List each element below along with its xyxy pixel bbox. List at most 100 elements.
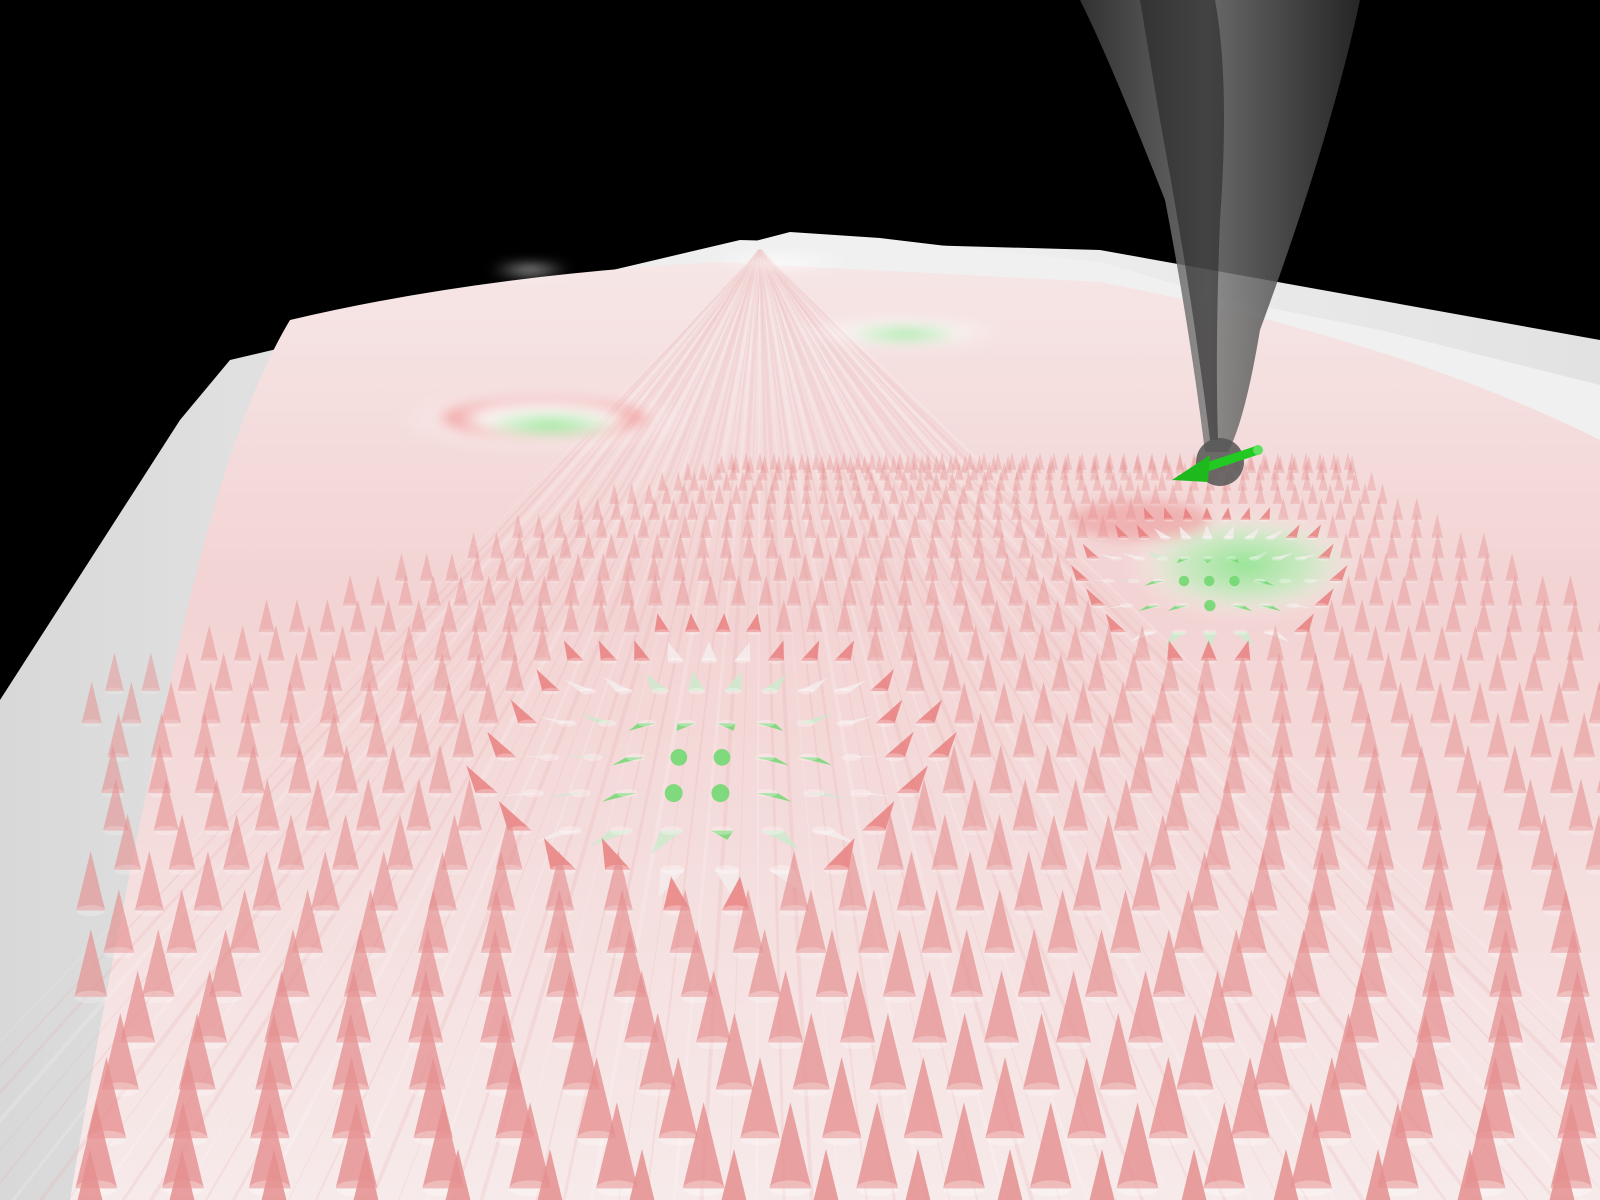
spin-cone xyxy=(980,575,996,609)
spin-cone xyxy=(601,789,638,802)
spin-cone xyxy=(1063,452,1073,472)
spin-cone xyxy=(252,850,282,917)
spin-cone xyxy=(1044,462,1054,483)
spin-cone xyxy=(788,455,798,475)
spin-cone xyxy=(673,532,687,561)
spin-cone xyxy=(193,850,223,917)
spin-cone xyxy=(896,765,928,798)
spin-cone xyxy=(800,640,820,664)
spin-cone xyxy=(1173,471,1183,493)
spin-cone xyxy=(730,575,746,609)
spin-cone xyxy=(76,850,106,917)
spin-cone xyxy=(668,497,679,522)
spin-cone xyxy=(536,575,552,609)
spin-cone xyxy=(1152,681,1173,728)
spin-cone xyxy=(323,712,345,762)
spin-cone xyxy=(1475,599,1492,636)
spin-cone xyxy=(500,625,518,664)
spin-cone xyxy=(467,625,485,664)
spin-cone xyxy=(1285,462,1295,483)
spin-cone xyxy=(909,462,919,483)
spin-cone xyxy=(536,826,582,842)
spin-cone xyxy=(742,532,756,561)
spin-cone xyxy=(932,455,941,475)
spin-cone xyxy=(867,514,879,541)
spin-cone xyxy=(698,462,708,483)
spin-cone xyxy=(996,471,1006,493)
spin-cone xyxy=(1138,603,1162,612)
spin-cone xyxy=(1124,652,1143,695)
spin-cone xyxy=(846,514,859,541)
spin-cone xyxy=(725,497,737,522)
spin-cone xyxy=(1082,744,1107,798)
spin-cone xyxy=(571,552,585,584)
spin-cone xyxy=(637,514,650,541)
spin-cone xyxy=(965,452,975,472)
spin-cone xyxy=(1317,543,1334,561)
distant-skyrmions xyxy=(395,252,1365,620)
spin-cone xyxy=(370,575,386,609)
spin-cone xyxy=(1105,613,1127,636)
spin-cone xyxy=(1431,514,1444,541)
spin-cone xyxy=(1457,1149,1483,1200)
spin-cone xyxy=(590,826,633,847)
spin-cone xyxy=(972,532,985,561)
spin-cone xyxy=(1203,1102,1246,1197)
spin-cone xyxy=(1290,1102,1332,1197)
spin-cone xyxy=(1568,778,1594,836)
spin-cone xyxy=(1596,779,1600,797)
spin-cone xyxy=(841,753,884,762)
spin-cone xyxy=(895,452,905,472)
spin-cone xyxy=(1029,1102,1072,1197)
spin-cone xyxy=(871,483,882,507)
spin-cone xyxy=(177,652,197,695)
spin-cone xyxy=(874,455,884,475)
spin-cone xyxy=(1410,514,1423,541)
spin-cone xyxy=(394,552,409,584)
streak xyxy=(759,249,1281,1200)
spin-cone xyxy=(899,471,909,493)
spin-cone xyxy=(658,865,685,898)
spin-cone xyxy=(453,575,469,609)
spin-cone xyxy=(853,483,864,507)
spin-cone xyxy=(1360,483,1371,507)
spin-cone xyxy=(680,929,714,1004)
spin-cone xyxy=(229,889,261,959)
spin-cone xyxy=(1477,532,1491,561)
spin-cone xyxy=(1430,681,1451,728)
spin-cone xyxy=(840,970,876,1050)
spin-cone xyxy=(1524,652,1544,695)
spin-cone xyxy=(767,640,784,664)
spin-cone xyxy=(1255,483,1266,507)
spin-cone xyxy=(209,929,243,1004)
spin-cone xyxy=(1240,462,1250,483)
spin-cone xyxy=(533,625,552,664)
spin-cone xyxy=(802,471,813,493)
spin-cone xyxy=(627,532,641,561)
spin-cone xyxy=(1071,564,1090,584)
spin-cone xyxy=(620,575,635,609)
spin-cone xyxy=(884,731,914,762)
spin-cone xyxy=(963,471,974,493)
spin-cone xyxy=(1202,507,1213,522)
spin-cone xyxy=(866,625,885,664)
spin-cone xyxy=(241,744,265,798)
spin-cone xyxy=(1333,625,1351,664)
spin-cone xyxy=(1112,681,1134,728)
spin-cone xyxy=(917,455,927,475)
spin-cone xyxy=(841,575,857,609)
spin-cone xyxy=(1176,556,1191,564)
spin-cone xyxy=(728,462,738,483)
streak xyxy=(508,249,761,1200)
spin-cone xyxy=(595,1102,638,1197)
spin-cone xyxy=(121,681,142,728)
spin-cone xyxy=(869,669,894,695)
spin-cone xyxy=(1304,455,1314,475)
spin-cone xyxy=(200,625,218,664)
spin-cone xyxy=(1566,625,1584,664)
spin-cone xyxy=(1072,850,1102,917)
spin-cone xyxy=(1028,471,1038,493)
spin-cone xyxy=(796,713,833,727)
spin-cone xyxy=(1507,575,1523,609)
